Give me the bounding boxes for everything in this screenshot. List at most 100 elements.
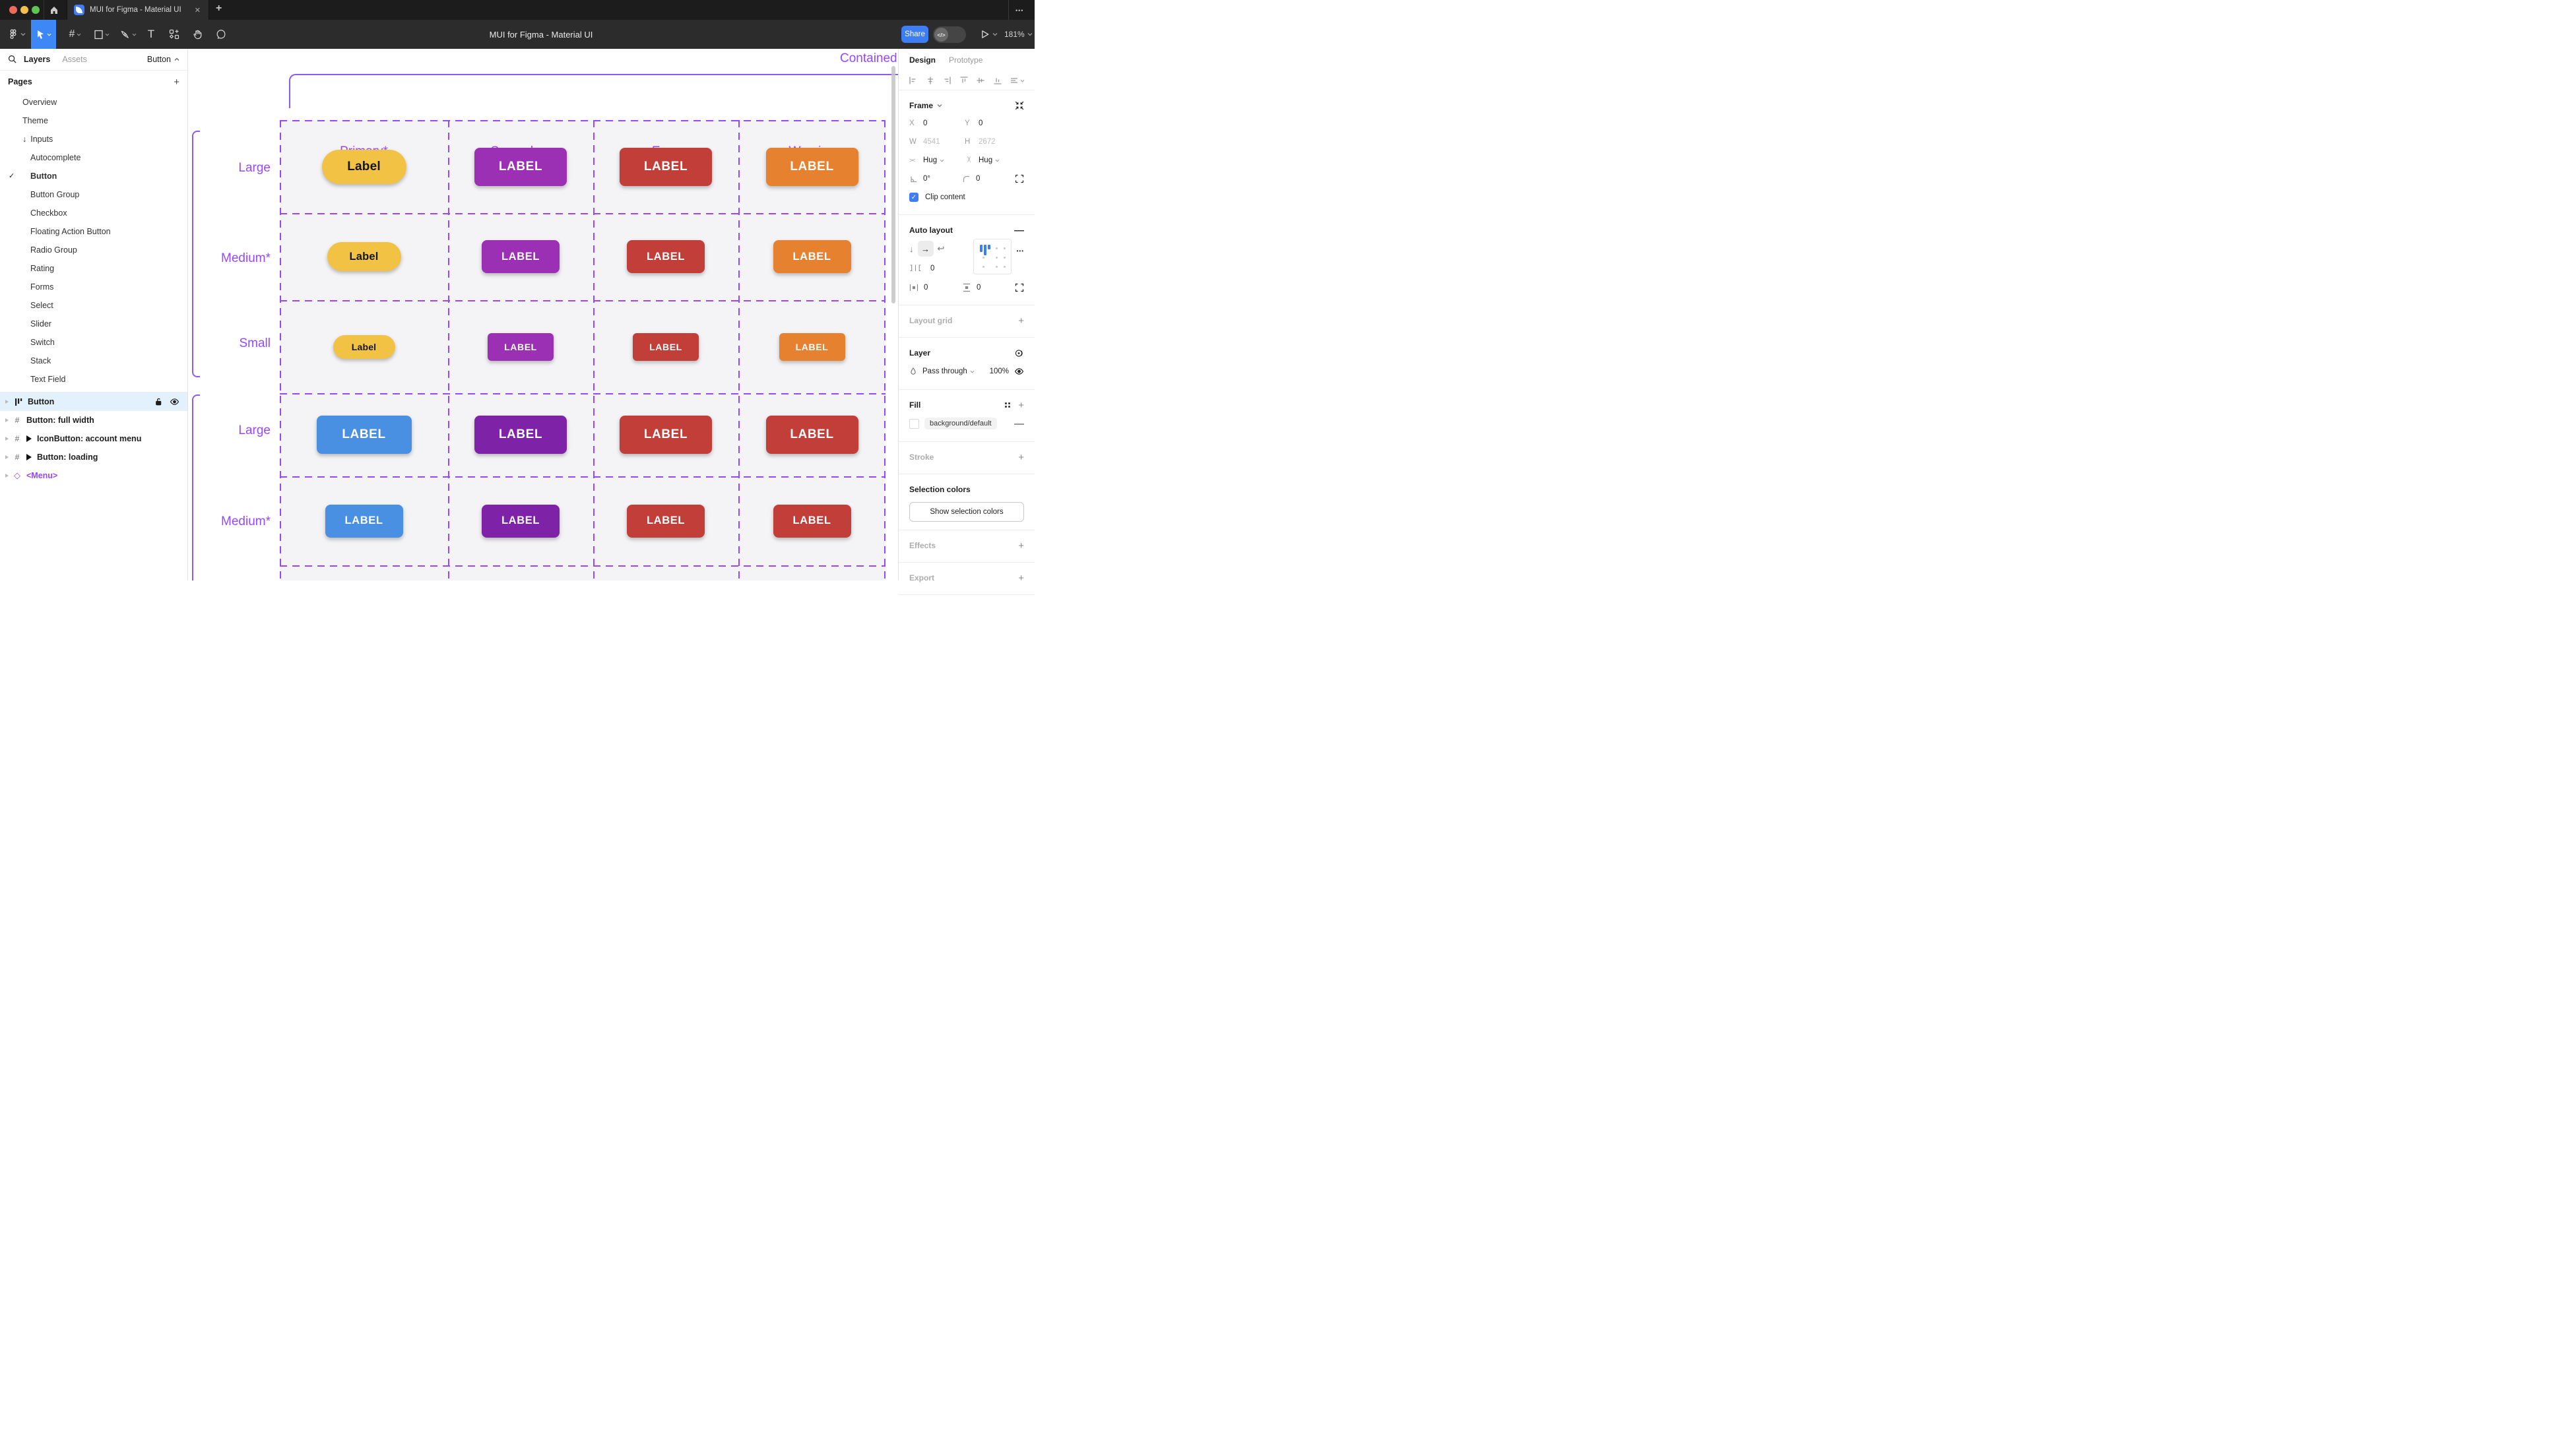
search-icon[interactable]	[8, 55, 17, 64]
pen-tool[interactable]	[116, 20, 140, 49]
active-file-tab[interactable]: MUI for Figma - Material UI ✕	[67, 0, 209, 20]
close-tab-icon[interactable]: ✕	[193, 5, 202, 16]
add-stroke-button[interactable]: +	[1018, 452, 1024, 463]
dev-mode-toggle[interactable]: </>	[933, 26, 966, 43]
frame-title[interactable]: Contained	[840, 51, 897, 66]
collapse-corners-icon[interactable]	[1015, 101, 1024, 110]
align-top-icon[interactable]	[959, 76, 969, 85]
layer-item-button-full-width[interactable]: # Button: full width	[0, 411, 187, 429]
corner-radius-field[interactable]: 0	[962, 175, 1015, 183]
add-layout-grid-button[interactable]: +	[1018, 315, 1024, 327]
alignment-matrix[interactable]	[973, 239, 1012, 274]
tab-prototype[interactable]: Prototype	[949, 55, 982, 65]
add-effect-button[interactable]: +	[1018, 540, 1024, 551]
y-position-field[interactable]: Y0	[965, 119, 1020, 127]
move-tool-selected[interactable]	[31, 20, 56, 49]
page-item-text-field[interactable]: Text Field	[0, 370, 187, 389]
fill-color-swatch[interactable]	[909, 419, 919, 429]
shape-tool[interactable]	[90, 20, 113, 49]
expand-chevron-icon[interactable]	[5, 418, 9, 422]
home-icon[interactable]	[49, 5, 59, 15]
tab-assets[interactable]: Assets	[62, 55, 87, 64]
page-item-inputs[interactable]: ↓Inputs	[0, 130, 187, 148]
button-error-contained-large[interactable]: LABEL	[620, 416, 712, 454]
width-field[interactable]: W4541	[909, 138, 965, 146]
add-export-button[interactable]: +	[1018, 573, 1024, 584]
add-fill-button[interactable]: +	[1018, 400, 1024, 411]
button-warning-contained-large[interactable]: LABEL	[766, 416, 858, 454]
visibility-eye-icon[interactable]	[170, 398, 179, 406]
opacity-field[interactable]: 100%	[990, 367, 1009, 375]
button-primary-contained-large[interactable]: LABEL	[317, 416, 412, 454]
button-warning-contained-medium[interactable]: LABEL	[773, 505, 851, 538]
page-item-floating-action-button[interactable]: Floating Action Button	[0, 222, 187, 241]
tab-layers[interactable]: Layers	[24, 55, 50, 64]
button-warning-large[interactable]: LABEL	[766, 148, 858, 186]
traffic-light-zoom[interactable]	[32, 6, 40, 14]
vertical-resizing-dropdown[interactable]: >< Hug	[965, 156, 1020, 164]
page-item-button-group[interactable]: Button Group	[0, 185, 187, 204]
button-error-medium[interactable]: LABEL	[627, 240, 705, 273]
independent-corners-icon[interactable]	[1015, 174, 1024, 183]
blend-mode-dropdown[interactable]: Pass through	[922, 367, 975, 375]
align-left-icon[interactable]	[909, 76, 918, 85]
add-page-button[interactable]: +	[174, 77, 179, 88]
button-primary-contained-medium[interactable]: LABEL	[325, 505, 403, 538]
frame-section-header[interactable]: Frame	[909, 97, 1024, 114]
auto-layout-more-icon[interactable]: •••	[1017, 248, 1024, 254]
align-bottom-icon[interactable]	[993, 76, 1002, 85]
gap-field[interactable]: ]|[ 0	[909, 259, 973, 278]
share-button[interactable]: Share	[901, 26, 928, 43]
page-item-rating[interactable]: Rating	[0, 259, 187, 278]
tab-design[interactable]: Design	[909, 55, 936, 65]
frame-tool[interactable]: #	[63, 20, 87, 49]
wrap-button[interactable]: ↩	[938, 243, 945, 254]
remove-fill-button[interactable]: —	[1014, 418, 1024, 429]
expand-chevron-icon[interactable]	[5, 400, 9, 404]
page-item-button[interactable]: ✓Button	[0, 167, 187, 185]
page-item-switch[interactable]: Switch	[0, 333, 187, 352]
page-item-slider[interactable]: Slider	[0, 315, 187, 333]
present-button[interactable]	[981, 20, 998, 49]
button-warning-medium[interactable]: LABEL	[773, 240, 851, 273]
button-secondary-medium[interactable]: LABEL	[482, 240, 560, 273]
expand-chevron-icon[interactable]	[5, 455, 9, 459]
fill-token-chip[interactable]: background/default	[924, 418, 997, 429]
remove-auto-layout-button[interactable]: —	[1014, 225, 1024, 236]
direction-right-button-selected[interactable]: →	[918, 241, 934, 257]
vertical-padding-field[interactable]: 0	[962, 283, 1015, 292]
align-vertical-center-icon[interactable]	[976, 76, 985, 85]
button-primary-medium[interactable]: Label	[327, 242, 401, 271]
blend-mode-icon[interactable]	[1014, 348, 1024, 358]
hand-tool[interactable]	[189, 20, 207, 49]
page-item-select[interactable]: Select	[0, 296, 187, 315]
button-secondary-contained-medium[interactable]: LABEL	[482, 505, 560, 538]
horizontal-padding-field[interactable]: 0	[909, 283, 962, 292]
page-item-forms[interactable]: Forms	[0, 278, 187, 296]
button-secondary-large[interactable]: LABEL	[474, 148, 567, 186]
main-menu-button[interactable]	[5, 20, 28, 49]
button-error-large[interactable]: LABEL	[620, 148, 712, 186]
traffic-light-minimize[interactable]	[20, 6, 28, 14]
page-dropdown[interactable]: Button	[147, 55, 179, 64]
button-primary-large[interactable]: Label	[322, 150, 406, 184]
page-item-radio-group[interactable]: Radio Group	[0, 241, 187, 259]
zoom-level-dropdown[interactable]: 181%	[1004, 20, 1033, 49]
button-error-small[interactable]: LABEL	[633, 333, 699, 361]
button-error-contained-medium[interactable]: LABEL	[627, 505, 705, 538]
height-field[interactable]: H2672	[965, 138, 1020, 146]
page-item-checkbox[interactable]: Checkbox	[0, 204, 187, 222]
clip-content-checkbox[interactable]: ✓	[909, 193, 918, 202]
layer-item-button-loading[interactable]: # Button: loading	[0, 448, 187, 466]
button-secondary-contained-large[interactable]: LABEL	[474, 416, 567, 454]
page-item-autocomplete[interactable]: Autocomplete	[0, 148, 187, 167]
window-more-menu-icon[interactable]: •••	[1015, 7, 1023, 14]
x-position-field[interactable]: X0	[909, 119, 965, 127]
fill-styles-icon[interactable]	[1005, 402, 1010, 408]
unlock-icon[interactable]	[154, 397, 163, 406]
expand-chevron-icon[interactable]	[5, 474, 9, 478]
document-title[interactable]: MUI for Figma - Material UI	[490, 20, 593, 49]
layer-item-iconbutton-account-menu[interactable]: # IconButton: account menu	[0, 429, 187, 448]
show-selection-colors-button[interactable]: Show selection colors	[909, 502, 1024, 522]
horizontal-resizing-dropdown[interactable]: >< Hug	[909, 156, 965, 164]
